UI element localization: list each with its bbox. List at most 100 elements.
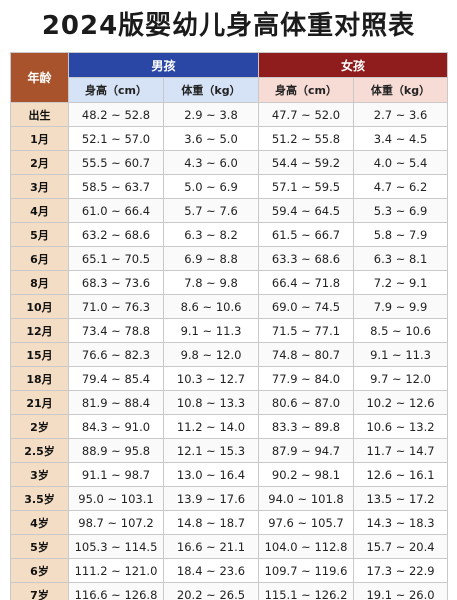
- age-cell: 4岁: [10, 510, 69, 535]
- boy-weight-cell: 10.8 ~ 13.3: [162, 390, 260, 415]
- girl-weight-cell: 9.1 ~ 11.3: [353, 342, 449, 367]
- age-cell: 5岁: [10, 534, 69, 559]
- boy-height-header: 身高（cm）: [68, 77, 164, 103]
- boy-weight-cell: 14.8 ~ 18.7: [162, 510, 260, 535]
- girl-height-cell: 80.6 ~ 87.0: [258, 390, 355, 415]
- girl-weight-cell: 4.7 ~ 6.2: [353, 174, 449, 199]
- table-row: 6岁 111.2 ~ 121.0 18.4 ~ 23.6 109.7 ~ 119.6 1…: [10, 558, 449, 583]
- age-header: 年龄: [10, 52, 69, 103]
- table-row: 3岁 91.1 ~ 98.7 13.0 ~ 16.4 90.2 ~ 98.1 12.6 …: [10, 462, 449, 487]
- girl-height-cell: 54.4 ~ 59.2: [258, 150, 355, 175]
- boy-weight-cell: 16.6 ~ 21.1: [162, 534, 260, 559]
- girl-weight-cell: 7.2 ~ 9.1: [353, 270, 449, 295]
- age-cell: 4月: [10, 198, 69, 223]
- age-cell: 21月: [10, 390, 69, 415]
- table-row: 3月 58.5 ~ 63.7 5.0 ~ 6.9 57.1 ~ 59.5 4.7 ~ 6…: [10, 174, 449, 199]
- age-cell: 3月: [10, 174, 69, 199]
- boy-height-cell: 61.0 ~ 66.4: [68, 198, 164, 223]
- boy-height-cell: 88.9 ~ 95.8: [68, 438, 164, 463]
- table-row: 4岁 98.7 ~ 107.2 14.8 ~ 18.7 97.6 ~ 105.7 14.…: [10, 510, 449, 535]
- girl-height-cell: 90.2 ~ 98.1: [258, 462, 355, 487]
- boy-height-cell: 73.4 ~ 78.8: [68, 318, 164, 343]
- boy-weight-cell: 18.4 ~ 23.6: [162, 558, 260, 583]
- boy-weight-cell: 5.0 ~ 6.9: [162, 174, 260, 199]
- girl-height-header: 身高（cm）: [258, 77, 355, 103]
- boy-height-cell: 55.5 ~ 60.7: [68, 150, 164, 175]
- boy-height-cell: 58.5 ~ 63.7: [68, 174, 164, 199]
- boy-height-cell: 105.3 ~ 114.5: [68, 534, 164, 559]
- boy-weight-cell: 6.3 ~ 8.2: [162, 222, 260, 247]
- boy-weight-cell: 5.7 ~ 7.6: [162, 198, 260, 223]
- boy-header: 男孩: [67, 52, 260, 78]
- boy-weight-cell: 9.1 ~ 11.3: [162, 318, 260, 343]
- girl-height-cell: 57.1 ~ 59.5: [258, 174, 355, 199]
- boy-height-cell: 111.2 ~ 121.0: [68, 558, 164, 583]
- age-cell: 2.5岁: [10, 438, 69, 463]
- boy-weight-cell: 20.2 ~ 26.5: [162, 582, 260, 600]
- girl-height-cell: 104.0 ~ 112.8: [258, 534, 355, 559]
- age-cell: 12月: [10, 318, 69, 343]
- girl-weight-cell: 5.8 ~ 7.9: [353, 222, 449, 247]
- age-cell: 2月: [10, 150, 69, 175]
- boy-weight-cell: 6.9 ~ 8.8: [162, 246, 260, 271]
- boy-height-cell: 81.9 ~ 88.4: [68, 390, 164, 415]
- table-row: 6月 65.1 ~ 70.5 6.9 ~ 8.8 63.3 ~ 68.6 6.3 ~ 8…: [10, 246, 449, 271]
- table-row: 4月 61.0 ~ 66.4 5.7 ~ 7.6 59.4 ~ 64.5 5.3 ~ 6…: [10, 198, 449, 223]
- girl-height-cell: 61.5 ~ 66.7: [258, 222, 355, 247]
- boy-height-cell: 48.2 ~ 52.8: [68, 102, 164, 127]
- boy-weight-cell: 3.6 ~ 5.0: [162, 126, 260, 151]
- age-cell: 1月: [10, 126, 69, 151]
- girl-height-cell: 87.9 ~ 94.7: [258, 438, 355, 463]
- boy-weight-cell: 4.3 ~ 6.0: [162, 150, 260, 175]
- boy-height-cell: 68.3 ~ 73.6: [68, 270, 164, 295]
- boy-weight-header: 体重（kg）: [162, 77, 260, 103]
- girl-weight-cell: 15.7 ~ 20.4: [353, 534, 449, 559]
- boy-weight-cell: 13.0 ~ 16.4: [162, 462, 260, 487]
- table-row: 3.5岁 95.0 ~ 103.1 13.9 ~ 17.6 94.0 ~ 101.8 1…: [10, 486, 449, 511]
- boy-height-cell: 52.1 ~ 57.0: [68, 126, 164, 151]
- boy-height-cell: 76.6 ~ 82.3: [68, 342, 164, 367]
- boy-weight-cell: 9.8 ~ 12.0: [162, 342, 260, 367]
- boy-height-cell: 79.4 ~ 85.4: [68, 366, 164, 391]
- table-row: 1月 52.1 ~ 57.0 3.6 ~ 5.0 51.2 ~ 55.8 3.4 ~ 4…: [10, 126, 449, 151]
- girl-weight-cell: 3.4 ~ 4.5: [353, 126, 449, 151]
- girl-weight-header: 体重（kg）: [353, 77, 449, 103]
- table-body: 出生 48.2 ~ 52.8 2.9 ~ 3.8 47.7 ~ 52.0 2.7 ~ 3…: [10, 102, 449, 600]
- girl-weight-cell: 9.7 ~ 12.0: [353, 366, 449, 391]
- girl-weight-cell: 2.7 ~ 3.6: [353, 102, 449, 127]
- girl-weight-cell: 8.5 ~ 10.6: [353, 318, 449, 343]
- boy-height-cell: 71.0 ~ 76.3: [68, 294, 164, 319]
- girl-height-cell: 97.6 ~ 105.7: [258, 510, 355, 535]
- age-cell: 5月: [10, 222, 69, 247]
- girl-height-cell: 94.0 ~ 101.8: [258, 486, 355, 511]
- boy-height-cell: 116.6 ~ 126.8: [68, 582, 164, 600]
- girl-height-cell: 83.3 ~ 89.8: [258, 414, 355, 439]
- boy-weight-cell: 11.2 ~ 14.0: [162, 414, 260, 439]
- girl-height-cell: 47.7 ~ 52.0: [258, 102, 355, 127]
- girl-weight-cell: 10.6 ~ 13.2: [353, 414, 449, 439]
- girl-weight-cell: 11.7 ~ 14.7: [353, 438, 449, 463]
- age-cell: 18月: [10, 366, 69, 391]
- age-cell: 6月: [10, 246, 69, 271]
- girl-height-cell: 71.5 ~ 77.1: [258, 318, 355, 343]
- age-cell: 6岁: [10, 558, 69, 583]
- table-row: 8月 68.3 ~ 73.6 7.8 ~ 9.8 66.4 ~ 71.8 7.2 ~ 9…: [10, 270, 449, 295]
- table-row: 12月 73.4 ~ 78.8 9.1 ~ 11.3 71.5 ~ 77.1 8.5 ~…: [10, 318, 449, 343]
- girl-height-cell: 63.3 ~ 68.6: [258, 246, 355, 271]
- girl-weight-cell: 7.9 ~ 9.9: [353, 294, 449, 319]
- age-cell: 7岁: [10, 582, 69, 600]
- table-row: 10月 71.0 ~ 76.3 8.6 ~ 10.6 69.0 ~ 74.5 7.9 ~…: [10, 294, 449, 319]
- age-cell: 8月: [10, 270, 69, 295]
- table-row: 21月 81.9 ~ 88.4 10.8 ~ 13.3 80.6 ~ 87.0 10.2…: [10, 390, 449, 415]
- table-row: 2.5岁 88.9 ~ 95.8 12.1 ~ 15.3 87.9 ~ 94.7 11.…: [10, 438, 449, 463]
- girl-height-cell: 115.1 ~ 126.2: [258, 582, 355, 600]
- girl-height-cell: 74.8 ~ 80.7: [258, 342, 355, 367]
- boy-weight-cell: 8.6 ~ 10.6: [162, 294, 260, 319]
- page-title: 2024版婴幼儿身高体重对照表: [41, 11, 416, 41]
- table-row: 18月 79.4 ~ 85.4 10.3 ~ 12.7 77.9 ~ 84.0 9.7 …: [10, 366, 449, 391]
- boy-weight-cell: 2.9 ~ 3.8: [162, 102, 260, 127]
- growth-table: 年龄 男孩 女孩 身高（cm） 体重（kg） 身高（cm） 体重（kg） 出生 4…: [10, 52, 449, 600]
- girl-weight-cell: 14.3 ~ 18.3: [353, 510, 449, 535]
- boy-height-cell: 95.0 ~ 103.1: [68, 486, 164, 511]
